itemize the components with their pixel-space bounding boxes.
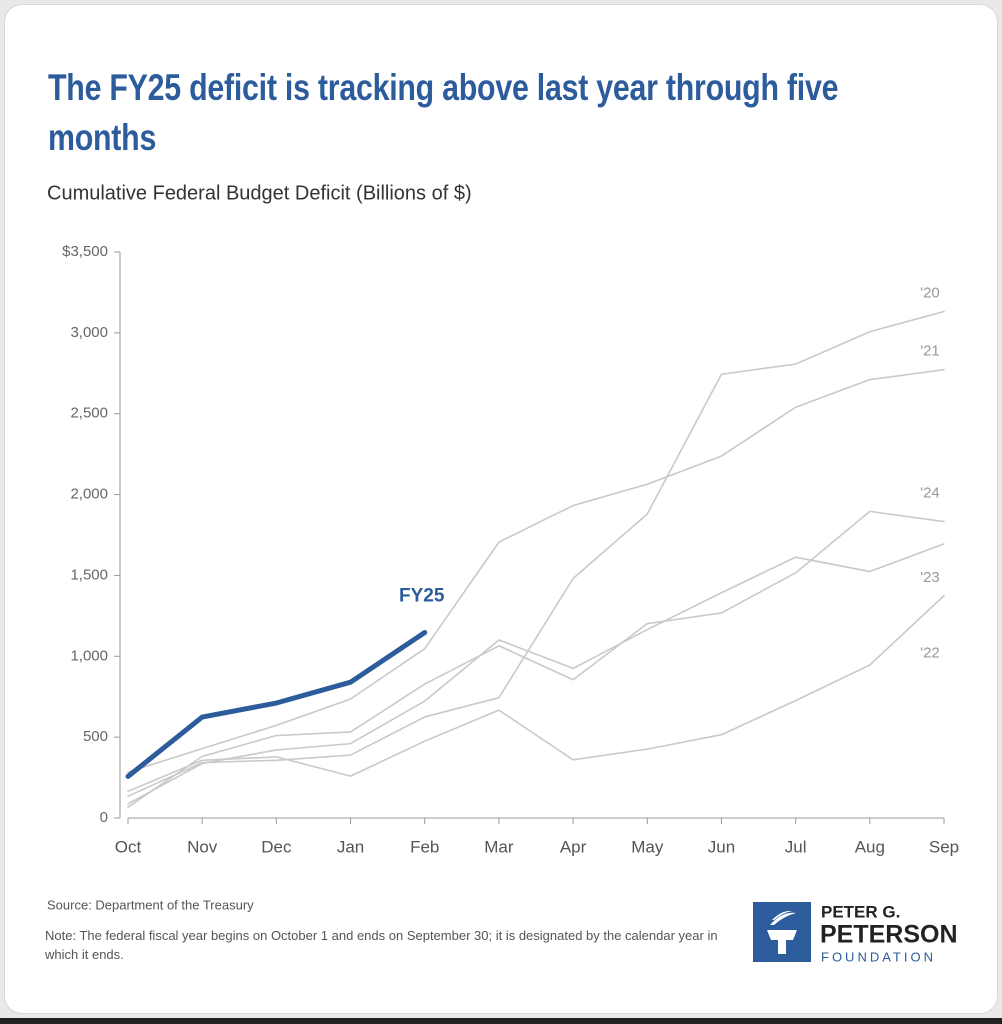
x-tick-label: Aug	[855, 837, 885, 856]
title-box: The FY25 deficit is tracking above last …	[48, 63, 948, 173]
y-tick-label: 2,000	[70, 486, 108, 503]
x-tick-label: Jan	[337, 837, 364, 856]
y-tick-label: 0	[100, 809, 108, 826]
y-tick-label: 500	[83, 728, 108, 745]
x-tick-label: Mar	[484, 837, 514, 856]
x-tick-label: May	[631, 837, 664, 856]
x-tick-label: Jul	[785, 837, 807, 856]
y-tick-label: $3,500	[62, 243, 108, 260]
series-line	[127, 510, 945, 808]
y-tick-label: 1,000	[70, 647, 108, 664]
series-label: '22	[920, 645, 940, 662]
x-tick-label: Oct	[115, 837, 142, 856]
chart-subtitle: Cumulative Federal Budget Deficit (Billi…	[47, 182, 472, 204]
series-line	[127, 368, 945, 773]
logo-line: PETERSON	[820, 921, 958, 949]
source: Source: Department of the Treasury	[47, 897, 254, 912]
series-line	[125, 630, 428, 779]
series-label: '21	[920, 343, 940, 360]
series-line	[127, 543, 945, 805]
series-line	[127, 310, 945, 798]
series-label: '20	[920, 284, 940, 301]
chart-title: The FY25 deficit is tracking above last …	[48, 67, 839, 158]
x-tick-label: Nov	[187, 837, 218, 856]
x-tick-label: Sep	[929, 837, 959, 856]
series-label: FY25	[399, 586, 445, 607]
x-tick-label: Feb	[410, 837, 439, 856]
logo-line: PETER G.	[821, 902, 900, 921]
x-tick-label: Apr	[560, 837, 587, 856]
logo-torch	[767, 910, 797, 954]
y-tick-label: 2,500	[70, 405, 108, 422]
x-tick-label: Dec	[261, 837, 292, 856]
logo: PETER G. PETERSON FOUNDATION	[753, 902, 958, 964]
note-box: Note: The federal fiscal year begins on …	[45, 928, 718, 962]
note: Note: The federal fiscal year begins on …	[45, 928, 718, 962]
x-tick-label: Jun	[708, 837, 735, 856]
series-label: '23	[920, 569, 940, 586]
logo-line: FOUNDATION	[821, 949, 936, 964]
series-label: '24	[920, 485, 940, 502]
bottom-bar	[0, 1018, 1002, 1024]
y-tick-label: 3,000	[70, 324, 108, 341]
series-line	[127, 594, 945, 793]
card: The FY25 deficit is tracking above last …	[4, 4, 998, 1014]
y-tick-label: 1,500	[70, 566, 108, 583]
